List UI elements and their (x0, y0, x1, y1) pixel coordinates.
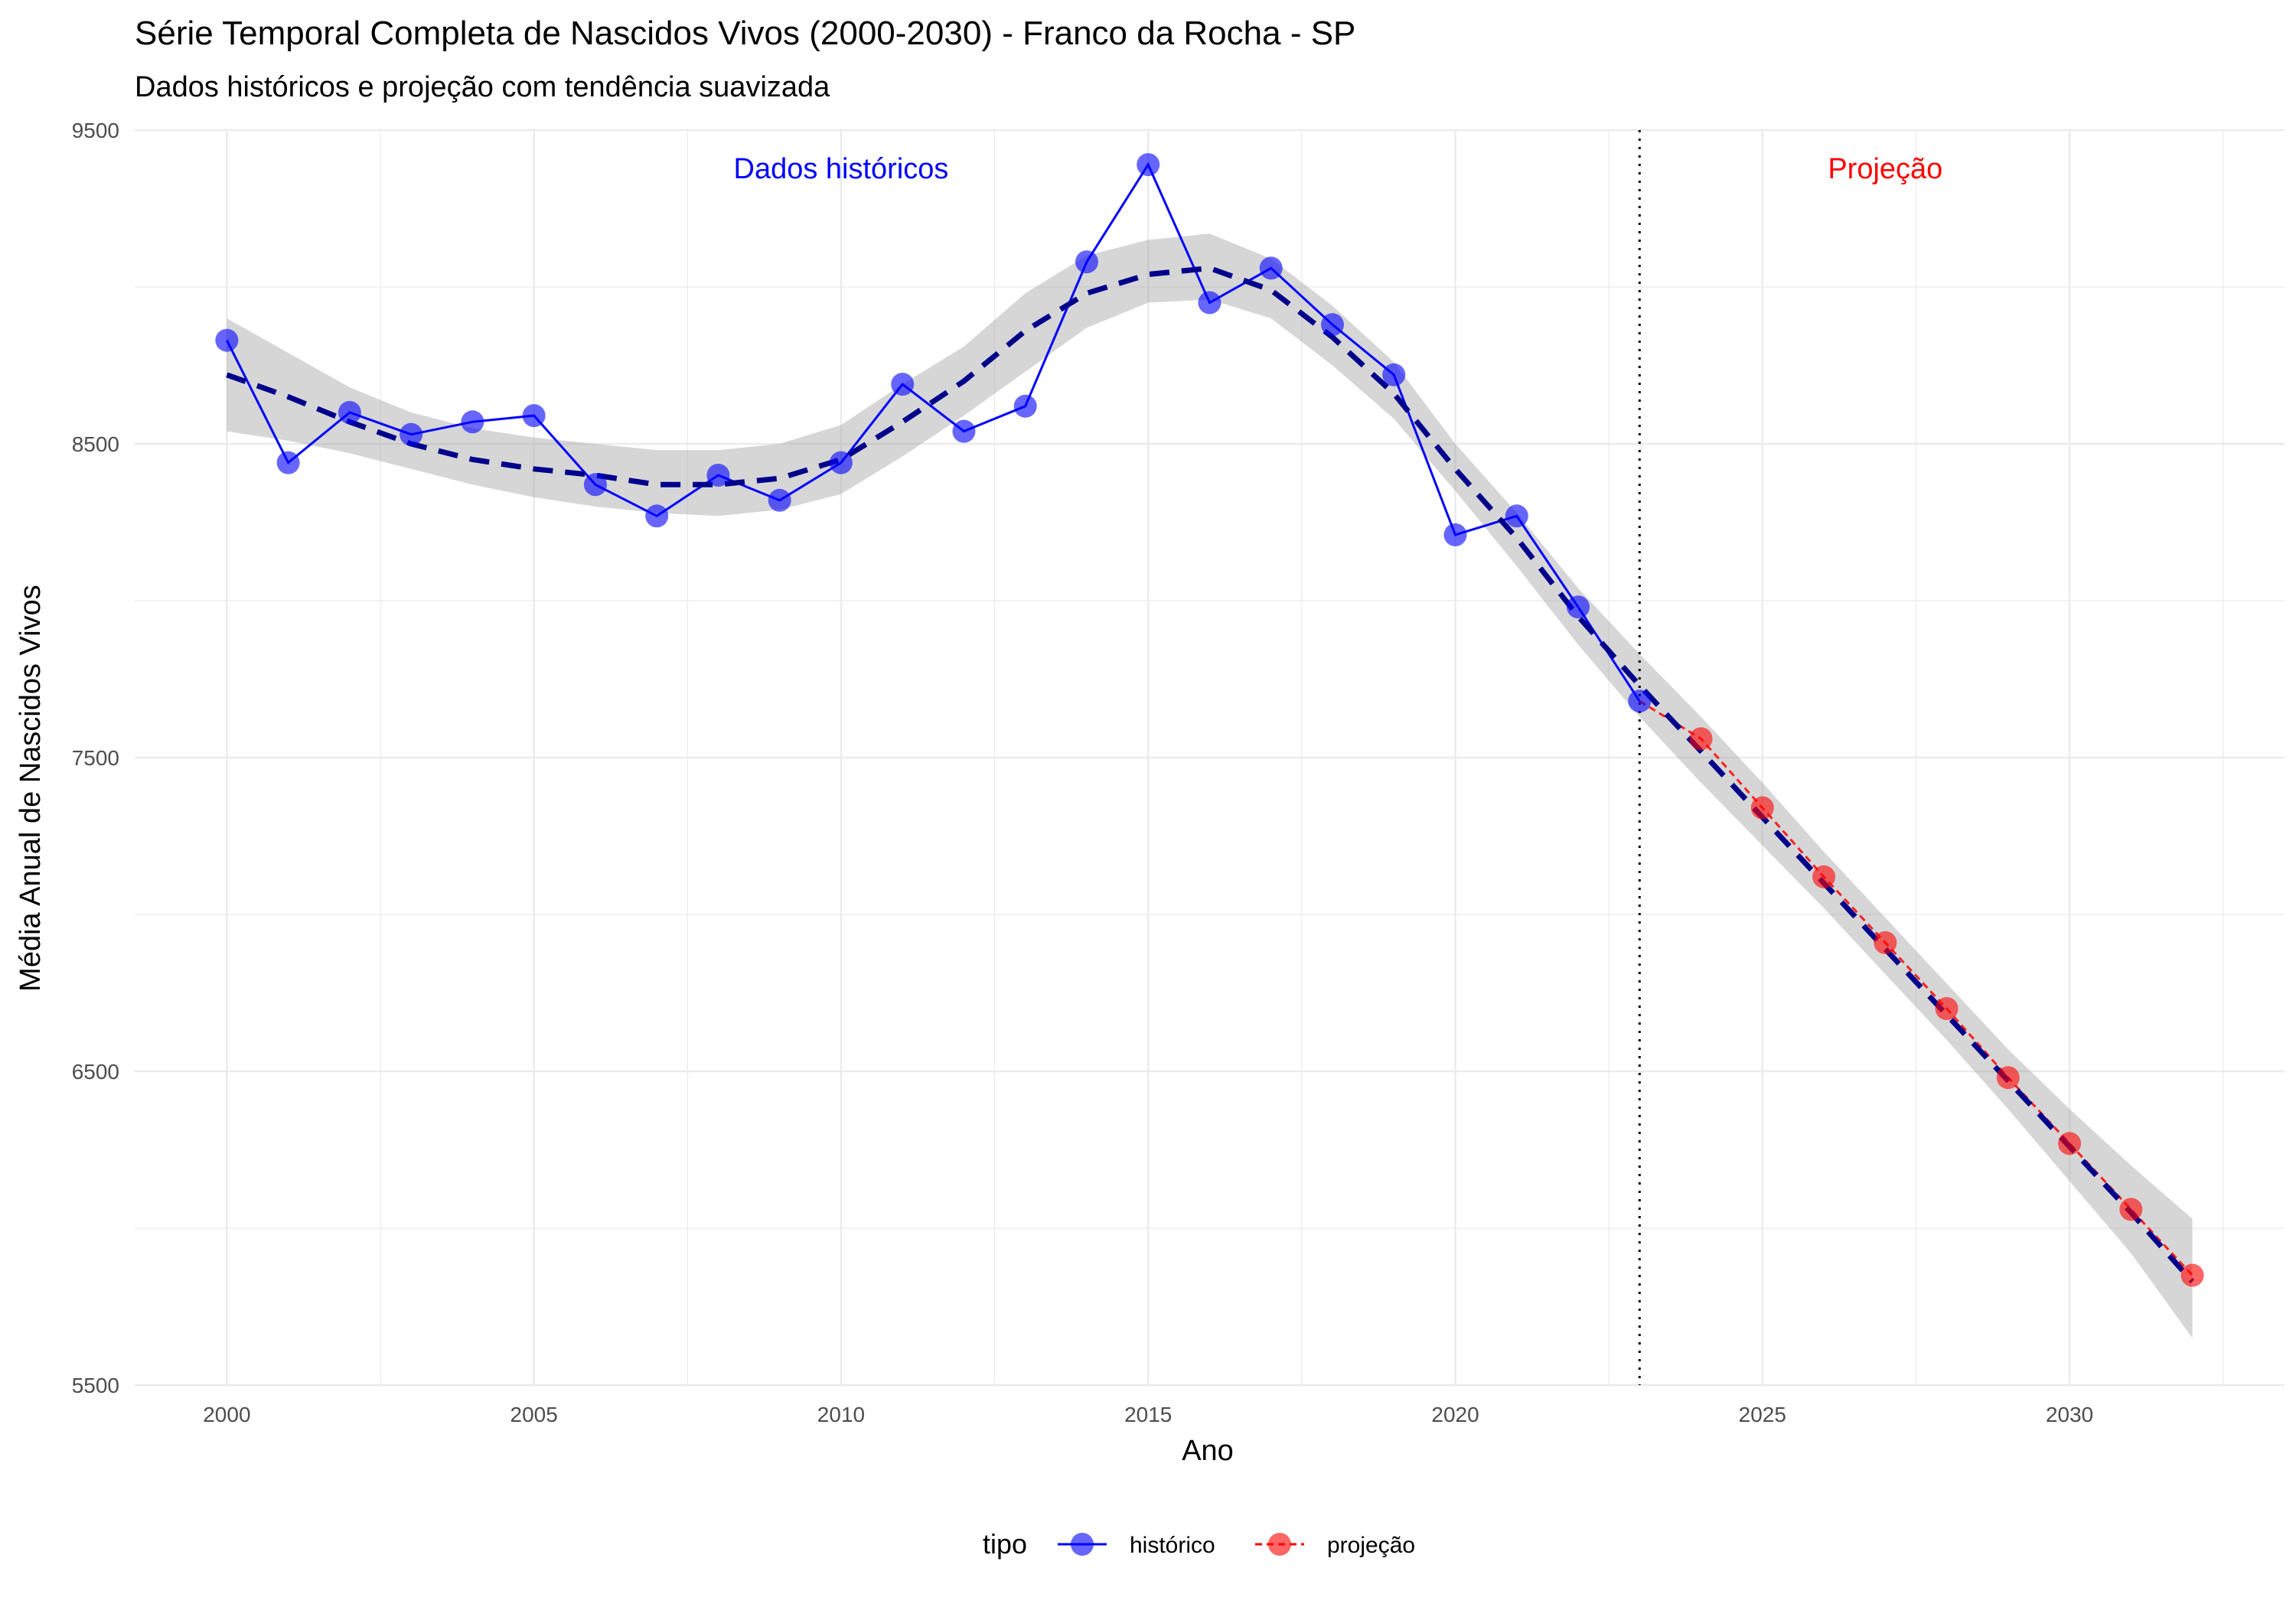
trend-line (226, 265, 2195, 1284)
data-point-historico (891, 373, 915, 396)
trend-confidence-band (227, 233, 2193, 1338)
data-point-projecao (1874, 931, 1897, 954)
data-point-historico (1198, 291, 1221, 315)
data-point-historico (1075, 250, 1098, 274)
chart-subtitle: Dados históricos e projeção com tendênci… (135, 71, 830, 103)
data-point-historico (1567, 595, 1590, 619)
data-point-projecao (1996, 1066, 2020, 1090)
annotation-label: Projeção (1828, 153, 1942, 185)
data-point-historico (583, 473, 607, 497)
legend-label-projecao: projeção (1327, 1533, 1415, 1558)
data-point-historico (400, 422, 423, 446)
data-point-projecao (2180, 1263, 2204, 1287)
data-point-projecao (2058, 1132, 2082, 1156)
data-point-historico (1137, 153, 1160, 177)
annotation-label: Dados históricos (734, 153, 949, 185)
y-axis-title: Média Anual de Nascidos Vivos (15, 585, 47, 992)
data-point-projecao (1935, 997, 1958, 1020)
data-point-historico (1382, 363, 1406, 386)
legend-key-historico-dot (1071, 1533, 1094, 1556)
data-point-historico (522, 404, 546, 428)
legend: tipo histórico projeção (983, 1528, 1415, 1560)
data-point-projecao (1812, 865, 1836, 888)
data-point-historico (276, 451, 300, 474)
series-line-projecao (1639, 699, 2193, 1276)
legend-label-historico: histórico (1130, 1533, 1215, 1558)
x-tick-label: 2030 (2046, 1403, 2093, 1426)
legend-title: tipo (983, 1528, 1027, 1560)
data-point-projecao (2119, 1198, 2143, 1221)
data-point-historico (215, 328, 239, 352)
x-tick-label: 2005 (510, 1403, 558, 1426)
x-tick-label: 2015 (1124, 1403, 1172, 1426)
legend-key-projecao-dot (1268, 1533, 1291, 1556)
data-point-historico (645, 504, 669, 528)
data-point-historico (1505, 504, 1528, 528)
y-tick-label: 6500 (72, 1060, 119, 1084)
data-points (215, 153, 2204, 1287)
data-point-historico (768, 488, 791, 512)
data-point-historico (1259, 256, 1283, 280)
x-axis-ticks: 2000 2005 2010 2015 2020 2025 2030 (203, 1403, 2093, 1426)
y-tick-label: 8500 (72, 432, 119, 456)
y-tick-label: 7500 (72, 746, 119, 770)
chart-title: Série Temporal Completa de Nascidos Vivo… (135, 15, 1355, 52)
data-point-historico (1013, 394, 1037, 418)
confidence-band (227, 233, 2193, 1338)
x-tick-label: 2010 (817, 1403, 865, 1426)
data-point-historico (338, 401, 361, 424)
grid (135, 129, 2285, 1387)
x-tick-label: 2020 (1431, 1403, 1479, 1426)
data-point-projecao (1689, 727, 1713, 751)
data-point-historico (1628, 689, 1652, 713)
y-tick-label: 5500 (72, 1374, 119, 1397)
x-tick-label: 2025 (1739, 1403, 1786, 1426)
data-point-historico (461, 410, 484, 434)
x-tick-label: 2000 (203, 1403, 250, 1426)
data-point-historico (952, 419, 976, 443)
data-point-historico (829, 451, 853, 474)
data-point-historico (706, 464, 730, 487)
data-point-historico (1443, 523, 1467, 546)
x-axis-title: Ano (1182, 1435, 1234, 1467)
trend-smoothed-line (226, 265, 2195, 1284)
legend-item-historico: histórico (1058, 1533, 1215, 1558)
y-axis-ticks: 5500 6500 7500 8500 9500 (72, 119, 119, 1397)
data-point-historico (1321, 313, 1345, 337)
y-tick-label: 9500 (72, 119, 119, 142)
data-point-projecao (1750, 796, 1774, 820)
annotations: Dados históricos Projeção (734, 153, 1943, 185)
legend-item-projecao: projeção (1255, 1533, 1415, 1558)
